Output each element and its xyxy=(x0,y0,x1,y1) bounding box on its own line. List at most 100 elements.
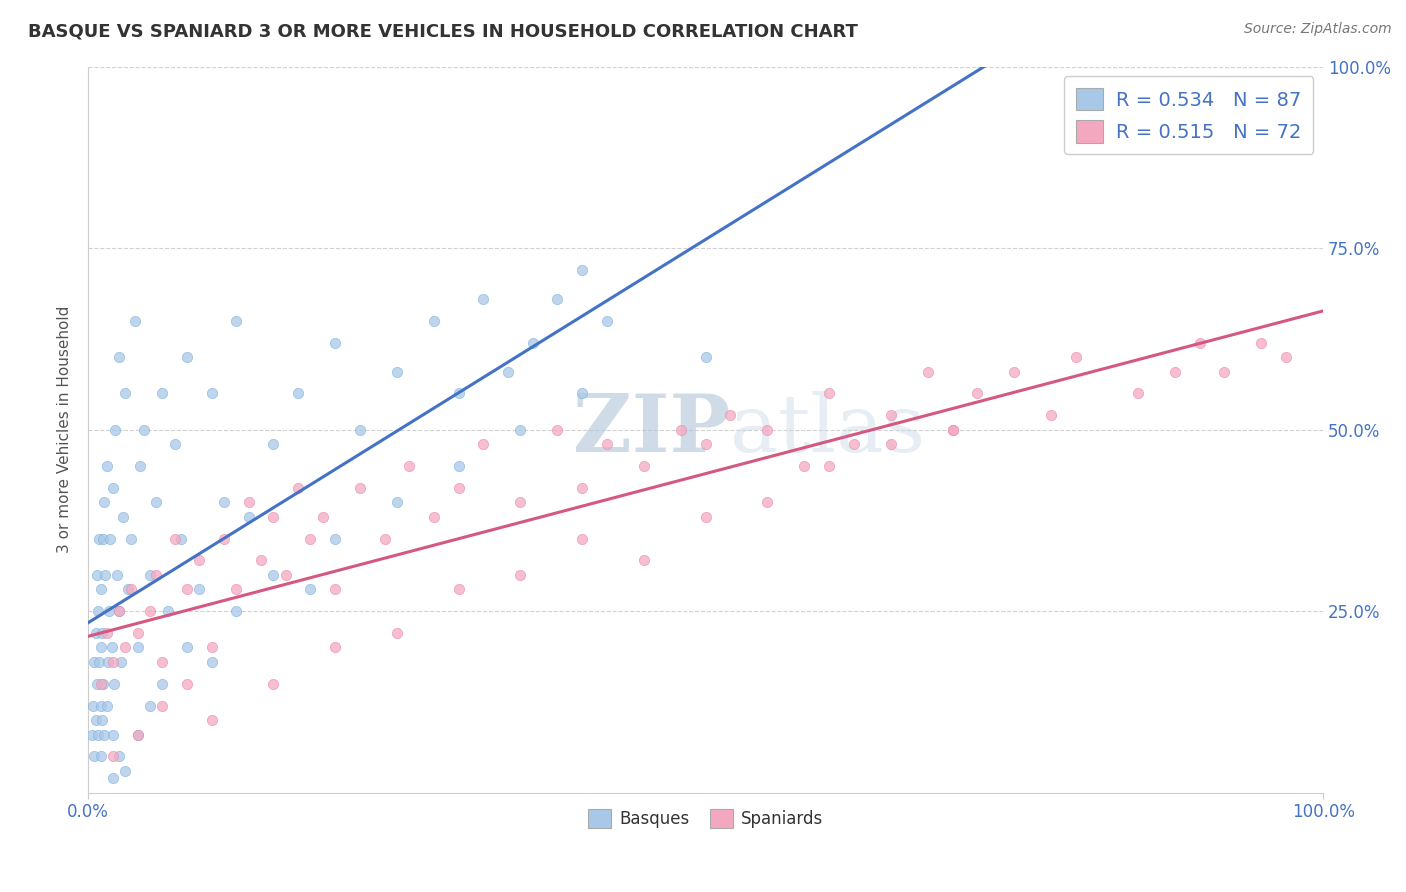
Point xyxy=(150,655,173,669)
Point xyxy=(86,567,108,582)
Point xyxy=(201,386,224,401)
Point xyxy=(104,423,127,437)
Point xyxy=(176,582,198,597)
Point xyxy=(117,582,139,597)
Point xyxy=(163,532,186,546)
Point xyxy=(546,423,568,437)
Point xyxy=(571,481,593,495)
Point xyxy=(150,698,173,713)
Point xyxy=(170,532,193,546)
Point xyxy=(1002,365,1025,379)
Point xyxy=(447,458,470,473)
Point xyxy=(83,655,105,669)
Point xyxy=(150,386,173,401)
Point xyxy=(93,728,115,742)
Point xyxy=(100,532,122,546)
Point xyxy=(818,458,841,473)
Point xyxy=(87,728,110,742)
Point xyxy=(942,423,965,437)
Point xyxy=(89,640,111,655)
Point xyxy=(385,365,408,379)
Point xyxy=(94,567,117,582)
Point xyxy=(188,553,211,567)
Point xyxy=(120,582,142,597)
Point xyxy=(385,626,408,640)
Point xyxy=(571,263,593,277)
Point xyxy=(842,437,865,451)
Point xyxy=(596,314,619,328)
Point xyxy=(323,335,346,350)
Point xyxy=(496,365,519,379)
Point xyxy=(250,553,273,567)
Text: Source: ZipAtlas.com: Source: ZipAtlas.com xyxy=(1244,22,1392,37)
Point xyxy=(942,423,965,437)
Point xyxy=(571,532,593,546)
Point xyxy=(89,532,111,546)
Point xyxy=(157,604,180,618)
Point xyxy=(669,423,692,437)
Point xyxy=(89,698,111,713)
Point xyxy=(150,677,173,691)
Point xyxy=(86,677,108,691)
Point xyxy=(176,677,198,691)
Point xyxy=(110,655,132,669)
Point xyxy=(108,749,131,764)
Point xyxy=(80,728,103,742)
Point xyxy=(695,350,717,364)
Point xyxy=(447,481,470,495)
Text: ZIP: ZIP xyxy=(574,391,730,468)
Point xyxy=(188,582,211,597)
Point xyxy=(114,386,136,401)
Point xyxy=(299,582,322,597)
Point xyxy=(349,423,371,437)
Text: atlas: atlas xyxy=(730,391,925,468)
Point xyxy=(423,509,446,524)
Point xyxy=(90,713,112,727)
Point xyxy=(695,509,717,524)
Point xyxy=(201,713,224,727)
Point xyxy=(349,481,371,495)
Point xyxy=(101,728,124,742)
Point xyxy=(1188,335,1211,350)
Point xyxy=(176,640,198,655)
Point xyxy=(93,495,115,509)
Point xyxy=(127,640,149,655)
Point xyxy=(447,386,470,401)
Y-axis label: 3 or more Vehicles in Household: 3 or more Vehicles in Household xyxy=(58,306,72,553)
Point xyxy=(633,553,655,567)
Point xyxy=(82,698,104,713)
Point xyxy=(238,495,260,509)
Point xyxy=(163,437,186,451)
Point xyxy=(1250,335,1272,350)
Point xyxy=(225,582,247,597)
Point xyxy=(472,292,495,306)
Point xyxy=(756,495,779,509)
Point xyxy=(91,677,114,691)
Point xyxy=(718,408,741,422)
Point xyxy=(98,604,121,618)
Point xyxy=(87,604,110,618)
Point xyxy=(274,567,297,582)
Point xyxy=(114,764,136,778)
Point xyxy=(89,677,111,691)
Point xyxy=(571,386,593,401)
Point xyxy=(262,509,284,524)
Point xyxy=(225,604,247,618)
Point xyxy=(509,423,531,437)
Point xyxy=(124,314,146,328)
Point xyxy=(101,481,124,495)
Point xyxy=(132,423,155,437)
Point xyxy=(101,655,124,669)
Point xyxy=(323,532,346,546)
Point xyxy=(145,567,167,582)
Point xyxy=(96,698,118,713)
Point xyxy=(90,626,112,640)
Point xyxy=(695,437,717,451)
Legend: Basques, Spaniards: Basques, Spaniards xyxy=(581,803,830,835)
Point xyxy=(103,677,125,691)
Point xyxy=(374,532,396,546)
Point xyxy=(423,314,446,328)
Point xyxy=(546,292,568,306)
Point xyxy=(287,481,309,495)
Point xyxy=(1064,350,1087,364)
